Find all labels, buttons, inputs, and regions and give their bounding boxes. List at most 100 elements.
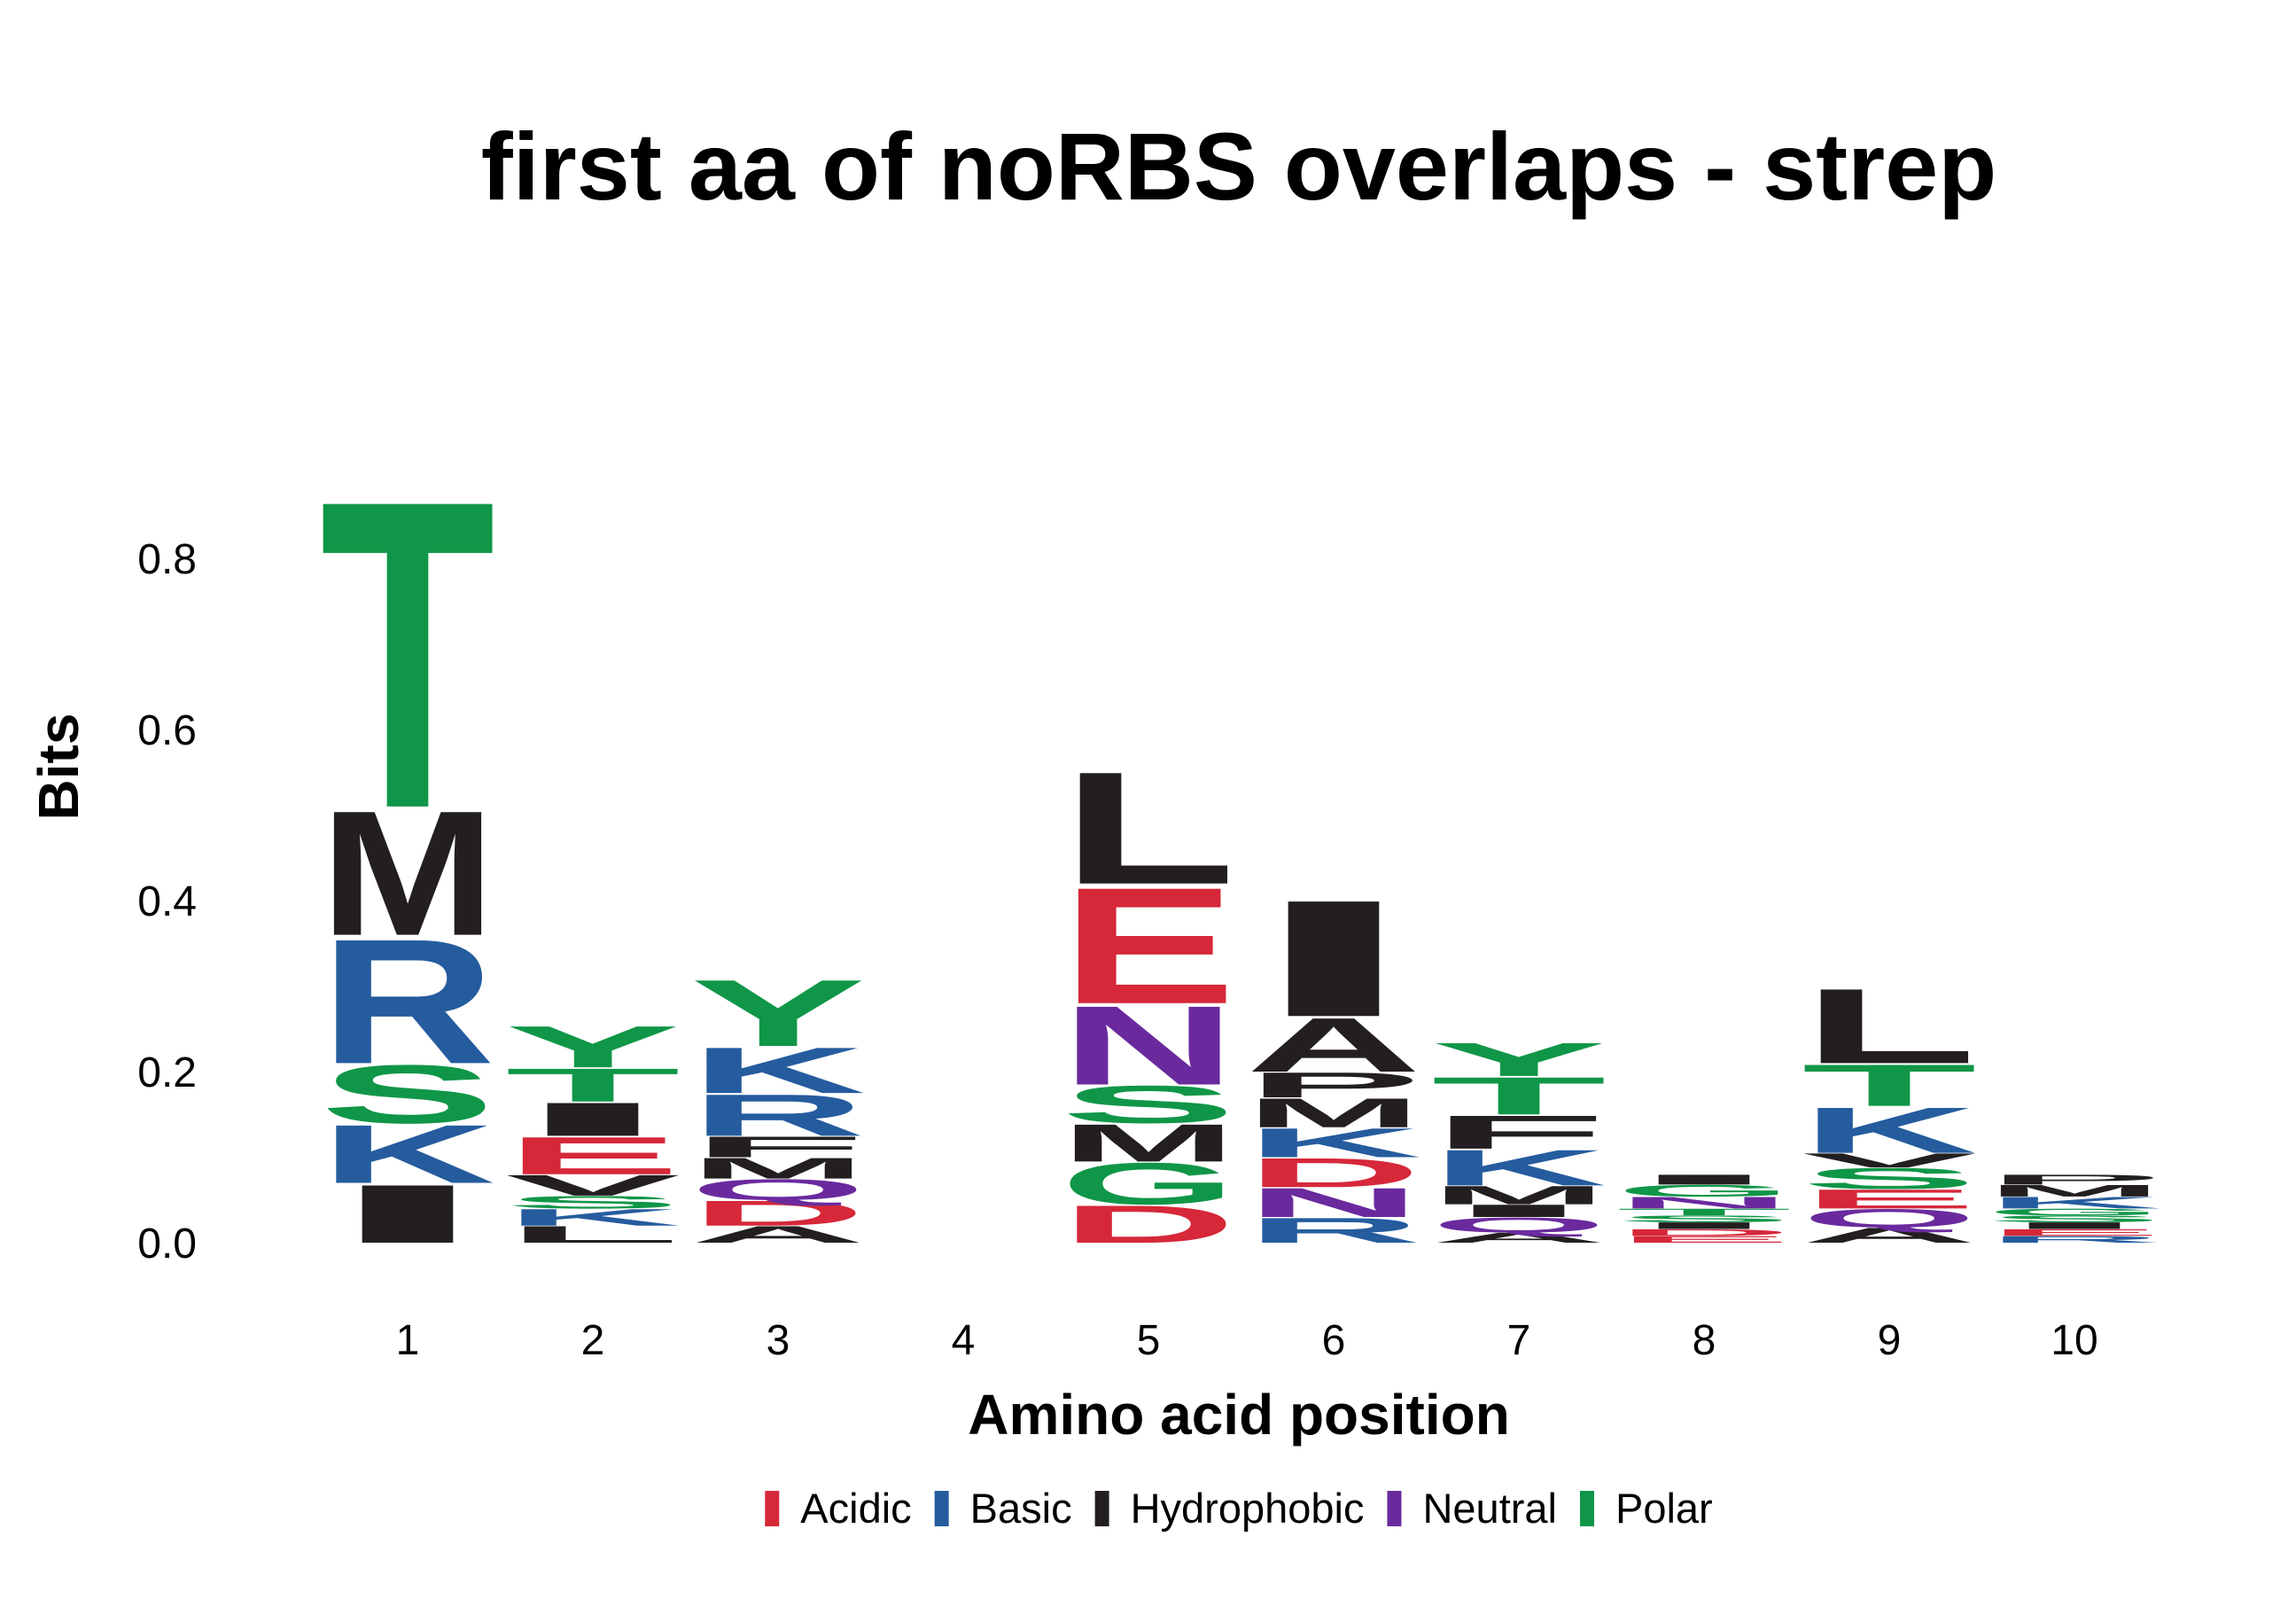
legend-item: Basic [934, 1485, 1072, 1532]
logo-letter: Q [1431, 1213, 1607, 1237]
logo-letter: G [1987, 1206, 2162, 1217]
logo-letter: K [1987, 1194, 2162, 1213]
logo-letter: K [690, 1034, 866, 1107]
legend-item: Polar [1579, 1485, 1713, 1532]
logo-letter: N [1061, 983, 1236, 1109]
y-axis-ticks: 0.0 0.2 0.4 0.6 0.8 [137, 536, 197, 1268]
logo-letter: I [1616, 1172, 1792, 1188]
x-tick-label: 10 [2051, 1317, 2098, 1364]
y-axis-label: Bits [27, 714, 90, 821]
logo-letter: Y [505, 1013, 681, 1080]
x-tick-label: 8 [1693, 1317, 1716, 1364]
logo-letter: M [1061, 1113, 1236, 1173]
legend: Acidic Basic Hydrophobic Neutral Polar [765, 1485, 1713, 1532]
legend-label: Basic [970, 1485, 1072, 1532]
logo-letter: I [505, 1093, 681, 1146]
logo-letter: R [1246, 1211, 1421, 1251]
logo-letter: L [1061, 738, 1236, 918]
x-tick-label: 4 [952, 1317, 976, 1364]
logo-letter: S [1616, 1213, 1792, 1224]
logo-letter: I [1246, 866, 1421, 1052]
legend-label: Neutral [1422, 1485, 1557, 1532]
logo-letter: M [1246, 1090, 1421, 1136]
legend-label: Polar [1615, 1485, 1713, 1532]
legend-item: Hydrophobic [1094, 1485, 1365, 1532]
logo-letter: D [1616, 1228, 1792, 1238]
x-tick-label: 2 [581, 1317, 605, 1364]
x-tick-label: 7 [1507, 1317, 1531, 1364]
x-tick-label: 9 [1878, 1317, 1902, 1364]
y-tick-label: 0.8 [137, 536, 197, 583]
logo-letter: V [505, 1169, 681, 1202]
logo-letter: G [1061, 1150, 1236, 1217]
logo-letter: L [505, 1221, 681, 1248]
chart-title: first aa of noRBS overlaps - strep [481, 113, 1996, 220]
x-tick-label: 1 [396, 1317, 420, 1364]
legend-label: Hydrophobic [1131, 1485, 1365, 1532]
logo-letter: E [1802, 1183, 1977, 1213]
legend-swatch [765, 1491, 780, 1526]
logo-letter: N [1246, 1180, 1421, 1226]
logo-letter: K [320, 1108, 495, 1200]
logo-letter: E [505, 1126, 681, 1185]
logo-letter: R [690, 1082, 866, 1149]
legend-item: Neutral [1387, 1485, 1557, 1532]
logo-letter: K [1431, 1139, 1607, 1196]
logo-stacks: IKSRMTLKSVEITYADQMFRKYDGMSNELRNDKMPAIAQI… [320, 409, 2162, 1260]
logo-letter: I [1987, 1221, 2162, 1231]
logo-letter: Y [690, 960, 866, 1066]
legend-item: Acidic [765, 1485, 912, 1532]
logo-letter: L [1802, 966, 1977, 1086]
legend-swatch [1387, 1491, 1402, 1526]
logo-letter: I [320, 1167, 495, 1260]
logo-letter: T [1431, 1066, 1607, 1126]
y-tick-label: 0.6 [137, 707, 197, 754]
logo-letter: V [1802, 1149, 1977, 1172]
logo-letter: K [1246, 1119, 1421, 1166]
x-tick-label: 3 [767, 1317, 790, 1364]
x-axis-ticks: 1 2 3 4 5 6 7 8 9 10 [396, 1317, 2098, 1364]
logo-letter: F [690, 1130, 866, 1164]
logo-letter: S [320, 1048, 495, 1141]
logo-letter: M [1431, 1181, 1607, 1210]
logo-letter: M [320, 774, 495, 973]
logo-letter: A [1246, 1002, 1421, 1088]
logo-letter: N [1616, 1194, 1792, 1213]
logo-letter: Y [1431, 1034, 1607, 1087]
logo-letter: A [1431, 1230, 1607, 1246]
y-tick-label: 0.0 [137, 1221, 197, 1268]
x-tick-label: 6 [1322, 1317, 1346, 1364]
logo-letter: I [1431, 1201, 1607, 1221]
logo-letter: F [1431, 1106, 1607, 1159]
x-tick-label: 5 [1137, 1317, 1161, 1364]
logo-letter: P [1246, 1065, 1421, 1105]
logo-letter: E [1061, 853, 1236, 1039]
legend-swatch [1094, 1491, 1109, 1526]
legend-swatch [1579, 1491, 1594, 1526]
logo-letter: K [1802, 1094, 1977, 1167]
logo-letter: S [1061, 1075, 1236, 1135]
logo-letter: M [690, 1151, 866, 1185]
logo-letter: R [320, 901, 495, 1101]
legend-label: Acidic [800, 1485, 911, 1532]
logo-letter: S [505, 1192, 681, 1212]
logo-letter: A [1802, 1223, 1977, 1247]
logo-letter: S [1802, 1162, 1977, 1195]
x-axis-label: Amino acid position [968, 1383, 1510, 1447]
logo-letter: A [690, 1221, 866, 1248]
logo-letter: D [690, 1193, 866, 1233]
logo-letter: M [1987, 1182, 2162, 1200]
logo-letter: R [1987, 1234, 2162, 1244]
logo-letter: I [1616, 1221, 1792, 1231]
